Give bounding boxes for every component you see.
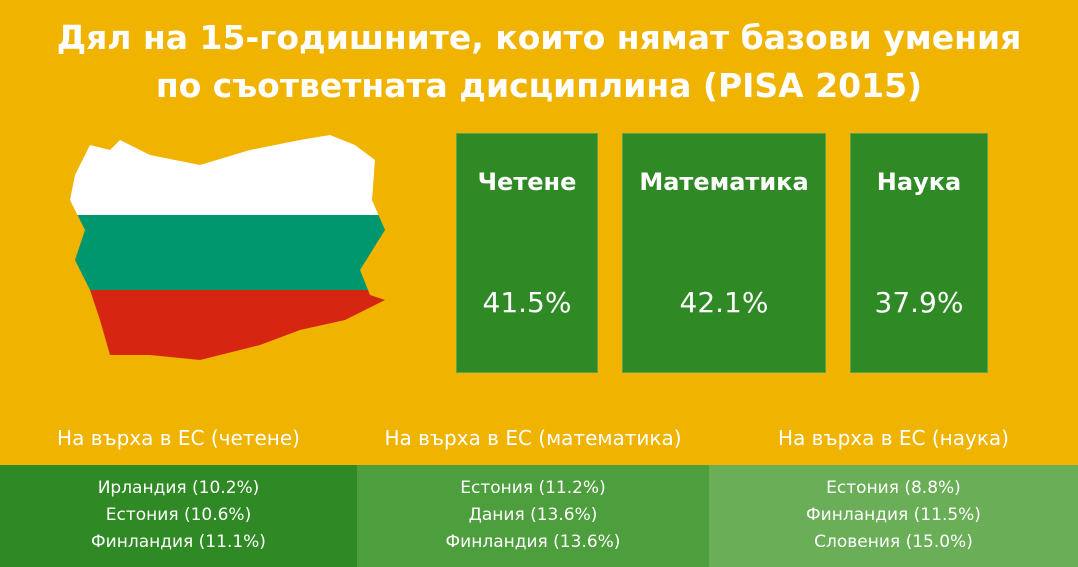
- bulgaria-map: [70, 135, 385, 360]
- list-item: Финландия (13.6%): [445, 532, 621, 552]
- country-list: Ирландия (10.2%) Естония (10.6%) Финланд…: [0, 465, 357, 567]
- stat-box: Математика 42.1%: [622, 133, 826, 373]
- section-heading: На върха в ЕС (наука): [778, 426, 1009, 450]
- list-item: Финландия (11.5%): [806, 505, 981, 525]
- list-item: Финландия (11.1%): [91, 532, 266, 552]
- stat-box: Наука 37.9%: [850, 133, 988, 373]
- box-label: Математика: [639, 168, 809, 196]
- list-item: Дания (13.6%): [468, 505, 598, 525]
- box-value: 42.1%: [679, 286, 769, 319]
- section-heading: На върха в ЕС (математика): [384, 426, 682, 450]
- box-value: 37.9%: [874, 286, 964, 319]
- list-item: Естония (10.6%): [105, 505, 252, 525]
- country-list: Естония (11.2%) Дания (13.6%) Финландия …: [357, 465, 709, 567]
- title-line: по съответната дисциплина (PISA 2015): [155, 66, 923, 105]
- box-value: 41.5%: [482, 286, 572, 319]
- box-label: Наука: [876, 168, 962, 196]
- title-line: Дял на 15-годишните, които нямат базови …: [56, 18, 1022, 57]
- list-item: Ирландия (10.2%): [97, 478, 260, 498]
- stat-box: Четене 41.5%: [456, 133, 598, 373]
- list-item: Словения (15.0%): [814, 532, 973, 552]
- section-heading: На върха в ЕС (четене): [57, 426, 300, 450]
- box-label: Четене: [477, 168, 577, 196]
- list-item: Естония (8.8%): [826, 478, 961, 498]
- country-list: Естония (8.8%) Финландия (11.5%) Словени…: [709, 465, 1078, 567]
- list-item: Естония (11.2%): [460, 478, 606, 498]
